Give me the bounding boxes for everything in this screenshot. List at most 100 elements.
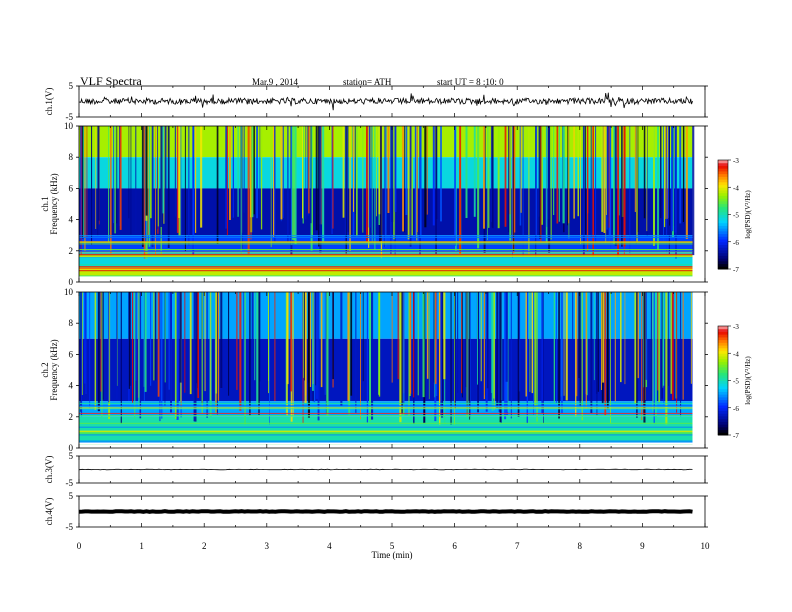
- colorbar-step: [718, 217, 728, 221]
- spectrogram-streak: [349, 126, 351, 251]
- colorbar-step: [718, 266, 728, 270]
- spectrogram-streak: [614, 126, 617, 246]
- colorbar-step: [718, 260, 728, 265]
- y-tick-label: 5: [69, 451, 74, 461]
- spectrogram-streak: [486, 292, 489, 389]
- spectrogram-tone: [79, 426, 693, 428]
- spectrogram-streak: [150, 292, 152, 386]
- spectrogram-streak: [304, 292, 305, 381]
- spectrogram-streak: [144, 292, 147, 392]
- spectrogram-streak: [180, 126, 182, 242]
- colorbar-step: [718, 372, 728, 376]
- spectrogram-streak: [514, 126, 516, 233]
- spectrogram-streak: [153, 292, 155, 381]
- spectrogram-streak: [538, 126, 540, 217]
- colorbar-step: [718, 160, 728, 164]
- station-label: station= ATH: [343, 77, 392, 87]
- spectrogram-streak: [433, 292, 435, 383]
- spectrogram-streak: [164, 292, 166, 406]
- spectrogram-streak: [143, 126, 146, 259]
- spectrogram-streak: [560, 292, 563, 414]
- spectrogram-streak: [195, 126, 197, 233]
- colorbar-step: [718, 222, 728, 226]
- spectrogram-streak: [517, 292, 520, 417]
- spectrogram-tone: [79, 422, 693, 424]
- spectrogram-streak: [320, 292, 323, 388]
- colorbar-step: [718, 328, 728, 332]
- spectrogram-streak: [273, 126, 275, 237]
- colorbar-step: [718, 432, 728, 436]
- spectrogram-streak: [116, 126, 118, 224]
- spectrogram-streak: [340, 292, 343, 406]
- spectrogram-streak: [553, 292, 555, 403]
- spectrogram-streak: [143, 292, 145, 401]
- spectrogram-streak: [596, 292, 598, 416]
- colorbar-tick-label: -7: [733, 432, 739, 440]
- y-axis-label: ch.1(V): [44, 88, 54, 116]
- spectrogram-streak: [293, 292, 294, 418]
- spectrogram-streak: [643, 292, 646, 423]
- spectrogram-streak: [80, 126, 82, 256]
- spectrogram-streak: [496, 292, 499, 408]
- spectrogram-streak: [636, 126, 638, 242]
- colorbar-step: [718, 225, 728, 229]
- spectrogram-streak: [497, 126, 500, 229]
- spectrogram-streak: [440, 292, 442, 415]
- spectrogram-streak: [531, 292, 534, 394]
- spectrogram-streak: [326, 292, 329, 417]
- colorbar-tick-label: -4: [733, 350, 739, 358]
- spectrogram-streak: [601, 292, 602, 390]
- spectrogram-streak: [371, 126, 373, 242]
- colorbar-tick-label: -5: [733, 378, 739, 386]
- spectrogram-streak: [563, 292, 565, 396]
- spectrogram-streak: [215, 292, 218, 394]
- colorbar-step: [718, 364, 728, 368]
- spectrogram-streak: [305, 126, 307, 220]
- spectrogram-streak: [274, 292, 276, 401]
- spectrogram-streak: [128, 292, 130, 389]
- spectrogram-streak: [324, 292, 326, 395]
- spectrogram-streak: [586, 292, 588, 396]
- spectrogram-streak: [91, 126, 93, 245]
- spectrogram-streak: [129, 292, 132, 386]
- spectrogram-streak: [228, 292, 230, 396]
- spectrogram-streak: [355, 126, 356, 214]
- colorbar-step: [718, 358, 728, 362]
- x-tick-label: 9: [640, 541, 645, 551]
- y-axis-label: ch.4(V): [44, 498, 54, 526]
- x-tick-label: 8: [578, 541, 583, 551]
- spectrogram-streak: [138, 292, 140, 410]
- spectrogram-streak: [646, 126, 648, 232]
- spectrogram-streak: [369, 292, 371, 422]
- spectrogram-streak: [652, 292, 655, 413]
- spectrogram-streak: [573, 126, 575, 219]
- spectrogram-streak: [347, 292, 350, 401]
- spectrogram-streak: [217, 292, 220, 401]
- spectrogram-tone: [79, 253, 693, 255]
- spectrogram-streak: [157, 126, 158, 230]
- colorbar-step: [718, 380, 728, 384]
- y-tick-label: 4: [69, 381, 74, 391]
- spectrogram-streak: [162, 126, 164, 214]
- spectrogram-streak: [608, 126, 611, 242]
- spectrogram-streak: [457, 292, 459, 394]
- spectrogram-streak: [378, 292, 381, 397]
- spectrogram-streak: [342, 126, 345, 218]
- spectrogram-streak: [210, 292, 211, 400]
- y-axis-label: ch.1: [40, 196, 50, 211]
- spectrogram-streak: [80, 292, 83, 417]
- spectrogram-streak: [667, 126, 669, 219]
- spectrogram-streak: [130, 126, 132, 235]
- spectrogram-tone: [79, 412, 693, 414]
- spectrogram-streak: [435, 126, 437, 254]
- spectrogram-streak: [658, 292, 661, 403]
- spectrogram-streak: [624, 292, 626, 385]
- spectrogram-streak: [420, 126, 422, 238]
- spectrogram-tone: [79, 243, 693, 245]
- spectrogram-streak: [417, 292, 419, 396]
- spectrogram-streak: [294, 126, 297, 244]
- spectrogram-streak: [184, 292, 186, 393]
- spectrogram-streak: [206, 292, 208, 418]
- spectrogram-streak: [332, 292, 334, 380]
